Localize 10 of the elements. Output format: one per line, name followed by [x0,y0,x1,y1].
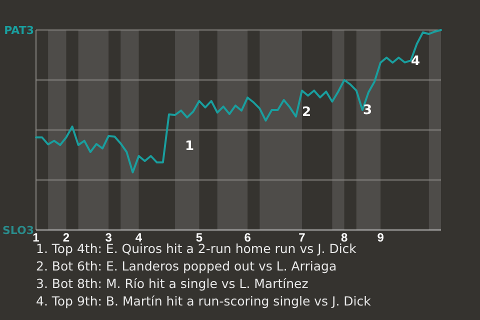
annotation: 1 [185,139,194,154]
text: PAT3 [4,24,34,37]
text: SLO3 [2,224,34,237]
text: 3. Bot 8th: M. Río hit a single vs L. Martínez [36,276,309,291]
text: 2. Bot 6th: E. Landeros popped out vs L. Arriaga [36,258,337,274]
annotation: 3 [363,103,372,118]
annotation: 2 [302,105,312,120]
text: 4. Top 9th: B. Martín hit a run-scoring single vs J. Dick [36,294,372,308]
annotation: 4 [411,54,420,69]
x-tick-label: 9 [377,230,384,245]
